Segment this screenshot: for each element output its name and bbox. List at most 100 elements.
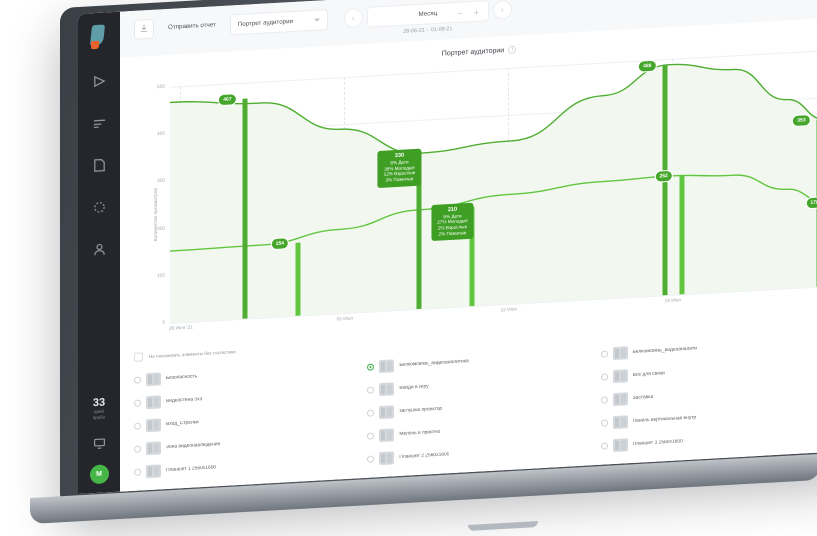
hide-empty-checkbox[interactable] bbox=[134, 352, 143, 362]
legend-radio[interactable] bbox=[600, 396, 608, 404]
data-point-label[interactable]: 178 bbox=[805, 196, 817, 210]
legend-radio[interactable] bbox=[134, 376, 141, 384]
download-icon bbox=[139, 20, 149, 39]
app-logo[interactable] bbox=[89, 24, 109, 50]
thumbnail-icon bbox=[146, 372, 161, 387]
chart-tooltip[interactable]: 330 8% Дети 36% Молодые 12% Взрослые 3% Пожи… bbox=[377, 148, 422, 188]
thumbnail-icon bbox=[379, 405, 395, 420]
legend-item-label: Безопасность bbox=[166, 374, 198, 382]
report-type-select[interactable]: Портрет аудитории bbox=[229, 9, 328, 36]
legend-item-label: Вход_Стрелки bbox=[166, 420, 199, 428]
thumbnail-icon bbox=[612, 392, 628, 407]
legend-item-label: Мелочь в приятно bbox=[399, 429, 441, 438]
legend-item-label: Белкомсвязь_видеоаналитика bbox=[399, 359, 469, 369]
legend-item-label: Планшет 2 2560х1600 bbox=[399, 452, 450, 461]
thumbnail-icon bbox=[612, 438, 628, 453]
download-report-button[interactable] bbox=[134, 18, 154, 40]
y-axis-tick: 200 bbox=[156, 226, 165, 232]
legend-item-label: заглушка проектор bbox=[399, 406, 443, 415]
legend-item-label: Зона видеонаблюдения bbox=[166, 442, 221, 451]
legend-item-label: Белкомсвязь_видеоаналити bbox=[632, 346, 698, 355]
legend-radio[interactable] bbox=[600, 419, 608, 427]
period-control: ‹ Месяц − + › 28-06-21 – 01-08-21 bbox=[343, 0, 512, 38]
period-select[interactable]: Месяц − + bbox=[366, 0, 489, 28]
y-axis-tick: 300 bbox=[156, 179, 165, 185]
sidebar-item-documents[interactable] bbox=[86, 154, 112, 181]
legend-item-label: Планшет 3 2560х1600 bbox=[632, 439, 683, 447]
trial-period-label: пробн bbox=[92, 414, 106, 421]
legend-radio[interactable] bbox=[134, 445, 141, 453]
page-title-text: Портрет аудитории bbox=[441, 46, 505, 58]
legend-radio[interactable] bbox=[367, 432, 375, 440]
legend-radio[interactable] bbox=[367, 455, 375, 463]
thumbnail-icon bbox=[379, 428, 395, 443]
chart-bar[interactable] bbox=[242, 98, 248, 319]
legend-item-label: Планшет 1 2560х1600 bbox=[166, 465, 217, 474]
monitor-icon bbox=[93, 436, 106, 455]
thumbnail-icon bbox=[612, 369, 628, 384]
main-content: Отправить отчет Портрет аудитории ‹ Меся… bbox=[120, 0, 817, 492]
period-prev-button[interactable]: ‹ bbox=[343, 8, 363, 29]
period-next-button[interactable]: › bbox=[492, 0, 512, 20]
period-decrease-button[interactable]: − bbox=[457, 7, 463, 19]
sidebar-item-analytics[interactable] bbox=[86, 196, 112, 223]
info-icon[interactable]: i bbox=[508, 45, 517, 54]
chart-bar[interactable] bbox=[679, 175, 685, 295]
user-icon bbox=[92, 241, 107, 262]
thumbnail-icon bbox=[379, 451, 395, 466]
legend-item-label: Заставка bbox=[632, 394, 654, 401]
trial-info[interactable]: 33 дней пробн bbox=[93, 396, 105, 421]
tooltip-row: 2% Пожилые bbox=[438, 229, 467, 237]
thumbnail-icon bbox=[379, 359, 395, 374]
x-axis-tick: 28 Июн '21 bbox=[168, 325, 193, 332]
send-report-label[interactable]: Отправить отчет bbox=[168, 21, 216, 31]
sidebar-item-list[interactable] bbox=[86, 112, 112, 139]
legend-radio[interactable] bbox=[367, 386, 375, 394]
legend-item-label: Панель вертикальная внутр bbox=[632, 415, 697, 424]
legend-radio[interactable] bbox=[367, 409, 375, 417]
avatar[interactable]: М bbox=[89, 464, 109, 485]
period-value: Месяц bbox=[418, 9, 438, 18]
play-icon bbox=[92, 73, 107, 94]
sidebar: 33 дней пробн М bbox=[78, 11, 120, 495]
thumbnail-icon bbox=[612, 346, 628, 361]
x-axis-tick: 12 Июл bbox=[500, 307, 518, 314]
sidebar-item-profile[interactable] bbox=[86, 238, 112, 265]
sidebar-item-play[interactable] bbox=[86, 70, 112, 97]
date-range-label: 28-06-21 – 01-08-21 bbox=[403, 26, 453, 35]
legend-radio[interactable] bbox=[600, 350, 608, 358]
legend-radio[interactable] bbox=[367, 363, 375, 371]
toolbar: Отправить отчет Портрет аудитории ‹ Меся… bbox=[120, 0, 817, 58]
chart: Количество просмотров 0 100 200 300 400 500 28… bbox=[128, 46, 817, 347]
sidebar-bottom: 33 дней пробн М bbox=[78, 396, 120, 494]
chart-bar[interactable] bbox=[295, 242, 301, 316]
legend-radio[interactable] bbox=[600, 442, 608, 450]
y-axis-tick: 500 bbox=[156, 84, 165, 91]
thumbnail-icon bbox=[612, 415, 628, 430]
document-icon bbox=[92, 157, 107, 178]
dashed-circle-icon bbox=[92, 199, 107, 220]
thumbnail-icon bbox=[146, 464, 161, 479]
y-axis-tick: 100 bbox=[156, 273, 165, 279]
legend-item-label: Видеостена 3х3 bbox=[166, 397, 203, 405]
legend-radio[interactable] bbox=[134, 468, 141, 476]
sidebar-item-monitor[interactable] bbox=[87, 434, 111, 457]
chart-tooltip[interactable]: 210 9% Дети 27% Молодые 2% Взрослые 2% Пожил… bbox=[431, 202, 474, 242]
chart-curves bbox=[170, 63, 817, 323]
legend-radio[interactable] bbox=[600, 373, 608, 381]
laptop-notch bbox=[468, 521, 538, 531]
y-axis-tick: 400 bbox=[156, 131, 165, 138]
laptop-screen: 33 дней пробн М bbox=[78, 0, 817, 495]
period-increase-button[interactable]: + bbox=[473, 7, 479, 18]
plot-area[interactable]: 0 100 200 300 400 500 28 Июн '21 05 Июл 12 Июл 19… bbox=[157, 50, 817, 332]
legend-radio[interactable] bbox=[134, 399, 141, 407]
chevron-down-icon bbox=[313, 18, 320, 22]
y-axis-tick: 0 bbox=[162, 320, 165, 326]
legend-item-label: Войди в игру bbox=[399, 384, 429, 392]
list-icon bbox=[92, 115, 107, 136]
trial-days-count: 33 bbox=[92, 396, 106, 410]
legend-radio[interactable] bbox=[134, 422, 141, 430]
thumbnail-icon bbox=[379, 382, 395, 397]
hide-empty-label: Не показывать элементы без статистики bbox=[149, 349, 236, 360]
